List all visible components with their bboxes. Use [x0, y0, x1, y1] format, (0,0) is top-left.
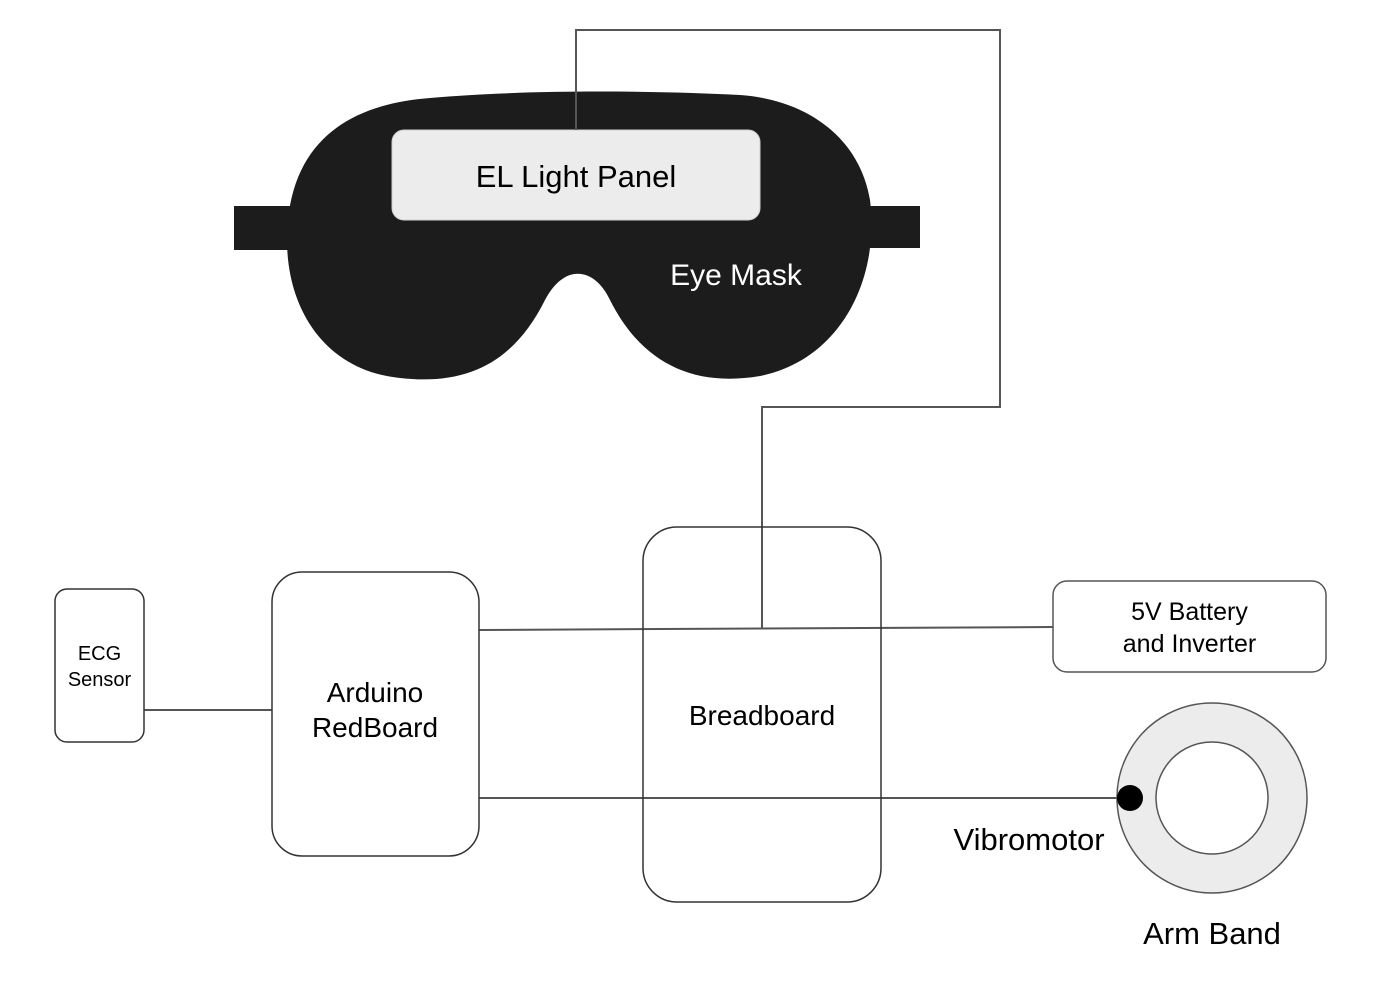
ecg-sensor-box: [54, 588, 145, 743]
wires: [144, 29, 1118, 799]
breadboard-box: [642, 526, 882, 903]
eye-mask-label: Eye Mask: [670, 259, 803, 292]
breadboard-label: Breadboard: [689, 700, 835, 731]
ecg-sensor: ECG Sensor: [54, 588, 145, 743]
arduino-box: [271, 571, 480, 857]
arm-band-ring: [1116, 702, 1308, 894]
vibromotor-label: Vibromotor: [953, 822, 1104, 857]
wire-panel-to-breadboard: [575, 29, 1001, 628]
ecg-sensor-label-line1: ECG: [78, 643, 121, 665]
ecg-sensor-label-line2: Sensor: [68, 669, 132, 691]
el-light-panel-label: EL Light Panel: [476, 159, 677, 194]
battery-label-line1: 5V Battery: [1131, 598, 1248, 626]
eye-mask: EL Light Panel Eye Mask: [234, 91, 920, 380]
breadboard: Breadboard: [642, 526, 882, 903]
wire-arduino-to-battery: [478, 626, 1054, 631]
arduino-label-line1: Arduino: [327, 677, 424, 708]
arm-band: Vibromotor Arm Band: [953, 702, 1308, 951]
arm-band-label: Arm Band: [1143, 916, 1281, 951]
vibromotor-dot: [1117, 785, 1143, 811]
battery-box: [1052, 580, 1327, 673]
arduino-label-line2: RedBoard: [312, 712, 438, 743]
battery-inverter: 5V Battery and Inverter: [1052, 580, 1327, 673]
battery-label-line2: and Inverter: [1123, 630, 1256, 658]
arduino-redboard: Arduino RedBoard: [271, 571, 480, 857]
